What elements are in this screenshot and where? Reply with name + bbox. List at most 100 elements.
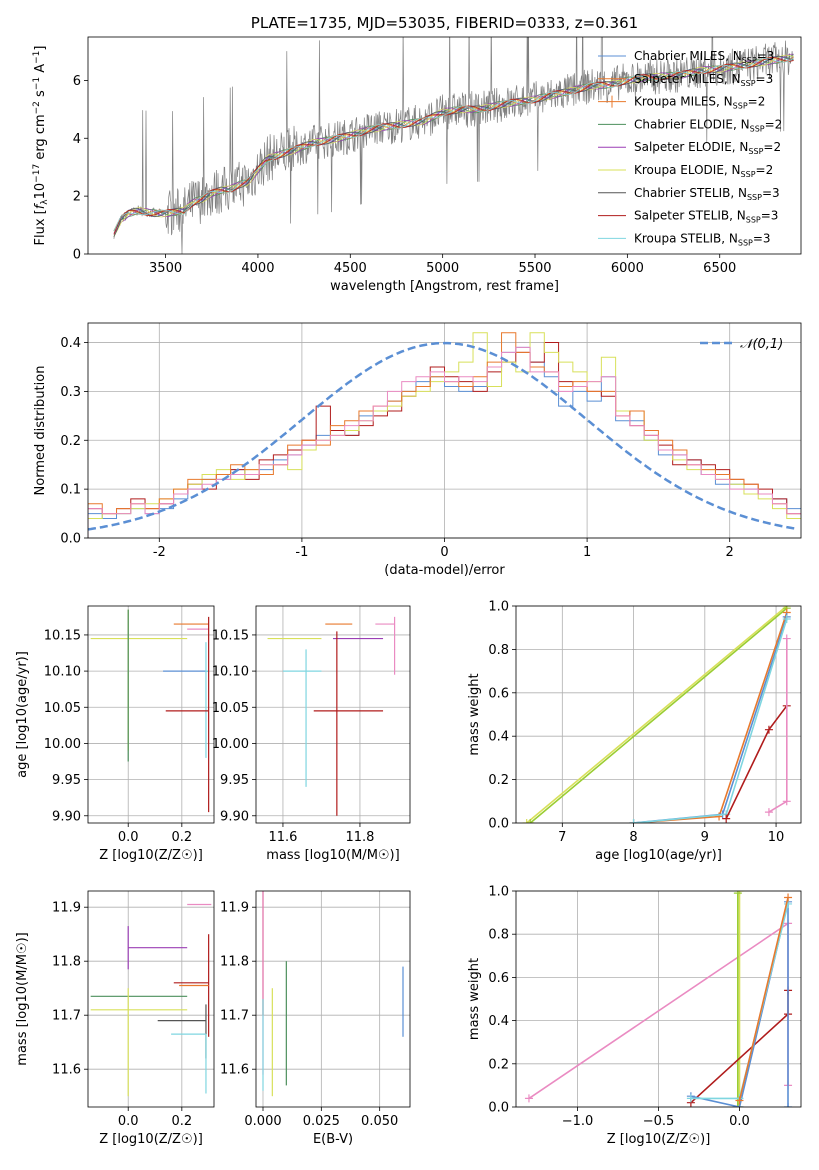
y-tick-label: 0.4 — [60, 336, 81, 351]
plus-marker — [686, 1094, 695, 1103]
axes-frame — [87, 605, 215, 824]
x-axis-label: Z [log10(Z/Z☉)] — [99, 848, 203, 863]
y-tick-label: 0.4 — [488, 1014, 509, 1029]
y-axis-label: Normed distribution — [33, 366, 48, 496]
plus-marker — [722, 814, 731, 823]
y-tick-label: 4 — [73, 132, 81, 147]
x-tick-label: −1.0 — [562, 1114, 594, 1129]
x-axis-label: mass [log10(M/M☉)] — [266, 848, 399, 863]
y-tick-label: 6 — [73, 74, 81, 89]
x-tick-label: 4000 — [241, 261, 274, 276]
x-tick-label: 6500 — [703, 261, 736, 276]
plus-marker — [764, 808, 773, 817]
x-tick-label: 7 — [558, 830, 566, 845]
x-tick-label: 11.6 — [268, 830, 297, 845]
x-tick-label: 0.000 — [244, 1114, 281, 1129]
legend-label: Salpeter ELODIE, NSSP=2 — [634, 140, 781, 156]
x-axis-label: Z [log10(Z/Z☉)] — [607, 1132, 711, 1147]
y-tick-label: 10.15 — [212, 628, 249, 643]
errorbar-group — [90, 609, 210, 813]
y-tick-label: 9.90 — [52, 809, 81, 824]
normal-curve — [88, 341, 799, 531]
mass-weight-line — [633, 616, 788, 823]
y-tick-label: 11.7 — [220, 1009, 249, 1024]
line-group — [522, 606, 791, 823]
legend-label: Kroupa ELODIE, NSSP=2 — [634, 163, 773, 179]
plus-marker — [784, 1103, 793, 1107]
y-tick-label: 1.0 — [488, 885, 509, 900]
line-group — [524, 891, 793, 1107]
plus-marker — [522, 819, 531, 823]
x-tick-label: 0.050 — [361, 1114, 398, 1129]
x-tick-label: 11.8 — [345, 830, 374, 845]
errorbar-group — [90, 903, 212, 1097]
axes-frame — [87, 322, 802, 539]
legend-label: Chabrier ELODIE, NSSP=2 — [634, 117, 782, 133]
y-tick-label: 10.00 — [44, 737, 81, 752]
legend-label: Chabrier STELIB, NSSP=3 — [634, 186, 780, 202]
x-tick-label: 0.0 — [118, 830, 139, 845]
y-tick-label: 10.05 — [212, 701, 249, 716]
plus-marker — [782, 797, 791, 806]
y-tick-label: 0.8 — [488, 928, 509, 943]
x-tick-label: −0.5 — [643, 1114, 675, 1129]
axes-frame — [87, 36, 802, 255]
y-tick-label: 10.05 — [44, 701, 81, 716]
y-tick-label: 11.9 — [52, 901, 81, 916]
x-tick-label: 5000 — [426, 261, 459, 276]
y-tick-label: 10.10 — [44, 665, 81, 680]
x-tick-label: 9 — [701, 830, 709, 845]
y-tick-label: 0.1 — [60, 483, 81, 498]
x-tick-label: 1 — [583, 545, 591, 560]
axes-frame — [515, 890, 802, 1108]
y-tick-label: 9.95 — [52, 773, 81, 788]
x-tick-label: 5500 — [518, 261, 551, 276]
x-tick-label: 0.2 — [171, 1114, 192, 1129]
x-tick-label: 0.0 — [729, 1114, 750, 1129]
x-axis-label: age [log10(age/yr)] — [595, 848, 722, 863]
x-tick-label: 6000 — [611, 261, 644, 276]
y-tick-label: 0.6 — [488, 686, 509, 701]
axes-frame — [515, 605, 802, 824]
y-tick-label: 0.6 — [488, 971, 509, 986]
y-tick-label: 0.2 — [488, 773, 509, 788]
data-spectrum-line — [113, 37, 794, 254]
x-tick-label: -2 — [153, 545, 166, 560]
y-tick-label: 2 — [73, 190, 81, 205]
legend-label: Chabrier MILES, NSSP=3 — [634, 49, 774, 65]
x-tick-label: 3500 — [149, 261, 182, 276]
y-tick-label: 0.3 — [60, 385, 81, 400]
mass-weight-line — [529, 607, 788, 823]
y-tick-label: 9.95 — [220, 773, 249, 788]
y-tick-label: 11.8 — [52, 955, 81, 970]
y-tick-label: 1.0 — [488, 600, 509, 615]
legend-label: Kroupa MILES, NSSP=2 — [634, 95, 765, 111]
y-tick-label: 11.9 — [220, 901, 249, 916]
x-axis-label: Z [log10(Z/Z☉)] — [99, 1132, 203, 1147]
y-axis-label: age [log10(age/yr)] — [15, 651, 30, 778]
y-tick-label: 10.10 — [212, 665, 249, 680]
y-axis-label: mass weight — [467, 673, 482, 755]
y-tick-label: 10.15 — [44, 628, 81, 643]
errorbar-group — [267, 616, 396, 816]
x-tick-label: 2 — [726, 545, 734, 560]
x-tick-label: 0.2 — [171, 830, 192, 845]
axes-frame — [255, 605, 411, 824]
x-tick-label: -1 — [295, 545, 308, 560]
x-tick-label: 0 — [440, 545, 448, 560]
mass-weight-line — [738, 897, 789, 1101]
x-tick-label: 8 — [629, 830, 637, 845]
y-axis-label: Flux [fλ10−17 erg cm−2 s−1 A−1] — [32, 46, 50, 246]
y-tick-label: 11.6 — [52, 1063, 81, 1078]
hist-group — [88, 332, 801, 538]
x-tick-label: 10 — [768, 830, 785, 845]
plus-marker — [524, 1094, 533, 1103]
axes-frame — [255, 890, 411, 1108]
histogram-series — [88, 346, 801, 538]
y-tick-label: 0.4 — [488, 730, 509, 745]
plus-marker — [629, 819, 638, 823]
y-tick-label: 11.6 — [220, 1063, 249, 1078]
y-tick-label: 11.7 — [52, 1009, 81, 1024]
errorbar-group — [262, 891, 404, 1097]
axes-frame — [87, 890, 215, 1108]
